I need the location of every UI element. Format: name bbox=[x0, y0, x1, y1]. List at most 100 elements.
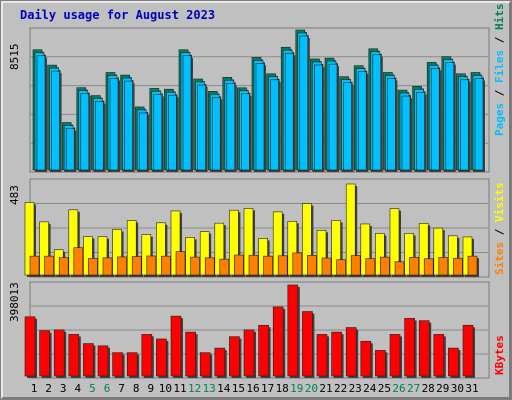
bar-pages-day-22 bbox=[343, 82, 352, 171]
x-tick-label-day-23: 23 bbox=[349, 382, 362, 395]
y-max-label-visits: 483 bbox=[8, 185, 21, 205]
bar-pages-day-11 bbox=[182, 55, 192, 171]
x-tick-label-day-2: 2 bbox=[45, 382, 52, 395]
bar-visits-day-30 bbox=[448, 235, 458, 276]
bar-visits-day-20 bbox=[302, 203, 312, 276]
bar-visits-day-18 bbox=[272, 211, 283, 276]
bar-sites-day-29 bbox=[438, 257, 449, 276]
x-tick-label-day-6: 6 bbox=[104, 382, 111, 395]
bar-sites-day-25 bbox=[380, 256, 390, 276]
bar-pages-day-10 bbox=[168, 94, 177, 171]
bar-visits-day-4 bbox=[68, 209, 79, 276]
bar-sites-day-23 bbox=[350, 255, 361, 276]
bar-kbytes-day-31 bbox=[462, 324, 474, 377]
bar-pages-day-30 bbox=[460, 79, 469, 171]
bar-kbytes-day-13 bbox=[199, 352, 211, 377]
bar-visits-day-11 bbox=[170, 210, 181, 276]
bar-visits-day-16 bbox=[243, 208, 254, 276]
bar-sites-day-30 bbox=[453, 257, 463, 276]
bar-pages-day-24 bbox=[372, 54, 382, 171]
x-tick-label-day-8: 8 bbox=[133, 382, 140, 395]
bar-sites-day-16 bbox=[248, 254, 259, 276]
x-tick-label-day-15: 15 bbox=[232, 382, 245, 395]
bar-kbytes-day-19 bbox=[287, 284, 299, 377]
bar-pages-day-26 bbox=[401, 95, 411, 171]
bar-kbytes-day-4 bbox=[68, 334, 80, 377]
bar-kbytes-day-14 bbox=[214, 347, 226, 377]
bar-kbytes-day-29 bbox=[433, 334, 445, 377]
bar-kbytes-day-7 bbox=[112, 352, 123, 377]
bar-sites-day-14 bbox=[219, 258, 230, 276]
bar-sites-day-22 bbox=[336, 259, 346, 276]
bar-pages-day-23 bbox=[357, 71, 367, 171]
bar-kbytes-day-30 bbox=[448, 347, 459, 377]
bar-sites-day-17 bbox=[263, 255, 273, 276]
chart-title: Daily usage for August 2023 bbox=[20, 8, 216, 22]
bar-sites-day-20 bbox=[307, 255, 317, 276]
bar-sites-day-3 bbox=[58, 257, 69, 276]
bar-kbytes-day-12 bbox=[185, 331, 196, 377]
bar-pages-day-13 bbox=[211, 97, 221, 171]
bar-sites-day-12 bbox=[190, 256, 200, 276]
bar-kbytes-day-18 bbox=[272, 306, 284, 377]
bar-pages-day-17 bbox=[270, 79, 279, 171]
x-tick-label-day-5: 5 bbox=[89, 382, 96, 395]
bar-pages-day-19 bbox=[299, 35, 309, 171]
bar-kbytes-day-27 bbox=[404, 318, 415, 377]
bar-visits-day-28 bbox=[418, 223, 429, 276]
x-tick-label-day-22: 22 bbox=[334, 382, 347, 395]
bar-kbytes-day-28 bbox=[418, 320, 430, 377]
bar-kbytes-day-2 bbox=[39, 330, 50, 377]
bar-pages-day-9 bbox=[153, 94, 163, 171]
bar-pages-day-31 bbox=[474, 78, 484, 171]
x-tick-label-day-29: 29 bbox=[436, 382, 449, 395]
y-max-label-kbytes: 398013 bbox=[8, 282, 21, 322]
bar-visits-day-7 bbox=[112, 229, 122, 276]
x-tick-label-day-4: 4 bbox=[74, 382, 81, 395]
bar-sites-day-8 bbox=[131, 256, 142, 276]
bar-visits-day-23 bbox=[345, 183, 356, 276]
bar-visits-day-10 bbox=[156, 222, 166, 276]
bar-pages-day-2 bbox=[51, 70, 60, 171]
y-max-label-hits: 8515 bbox=[8, 44, 21, 71]
bar-visits-day-13 bbox=[199, 231, 210, 276]
bar-pages-day-18 bbox=[284, 52, 294, 171]
bar-visits-day-5 bbox=[83, 236, 93, 276]
legend-files: Files bbox=[493, 50, 506, 83]
x-tick-label-day-1: 1 bbox=[31, 382, 38, 395]
x-tick-label-day-21: 21 bbox=[319, 382, 332, 395]
legend-right-2: Sites / Visits bbox=[493, 182, 506, 275]
legend-visits: Visits bbox=[493, 182, 506, 222]
bar-sites-day-6 bbox=[102, 257, 113, 276]
x-tick-label-day-9: 9 bbox=[147, 382, 154, 395]
bar-pages-day-21 bbox=[328, 63, 338, 171]
bar-visits-day-22 bbox=[331, 220, 341, 276]
x-tick-label-day-16: 16 bbox=[246, 382, 259, 395]
bar-sites-day-13 bbox=[204, 257, 215, 276]
bar-pages-day-6 bbox=[109, 78, 119, 171]
bar-sites-day-9 bbox=[146, 255, 157, 276]
bar-pages-day-20 bbox=[314, 64, 323, 171]
bar-kbytes-day-1 bbox=[24, 316, 36, 377]
bar-pages-day-4 bbox=[80, 93, 90, 171]
bar-sites-day-4 bbox=[73, 247, 84, 276]
legend-kbytes: KBytes bbox=[493, 335, 506, 375]
bar-kbytes-day-21 bbox=[316, 334, 328, 377]
bar-kbytes-day-10 bbox=[156, 338, 167, 377]
bar-kbytes-day-26 bbox=[389, 334, 401, 377]
bar-visits-day-19 bbox=[287, 221, 298, 276]
bar-sites-day-11 bbox=[175, 251, 186, 276]
x-tick-label-day-11: 11 bbox=[173, 382, 186, 395]
bar-kbytes-day-3 bbox=[53, 329, 65, 377]
bar-pages-day-15 bbox=[241, 93, 250, 171]
bar-pages-day-5 bbox=[95, 101, 104, 171]
bar-kbytes-day-23 bbox=[345, 327, 357, 377]
bar-visits-day-6 bbox=[97, 236, 108, 276]
bar-pages-day-7 bbox=[124, 80, 133, 171]
x-tick-label-day-14: 14 bbox=[217, 382, 231, 395]
bar-kbytes-day-11 bbox=[170, 315, 182, 377]
bar-pages-day-3 bbox=[65, 128, 75, 171]
bar-sites-day-1 bbox=[29, 255, 40, 276]
legend-pages: Pages bbox=[493, 103, 506, 136]
